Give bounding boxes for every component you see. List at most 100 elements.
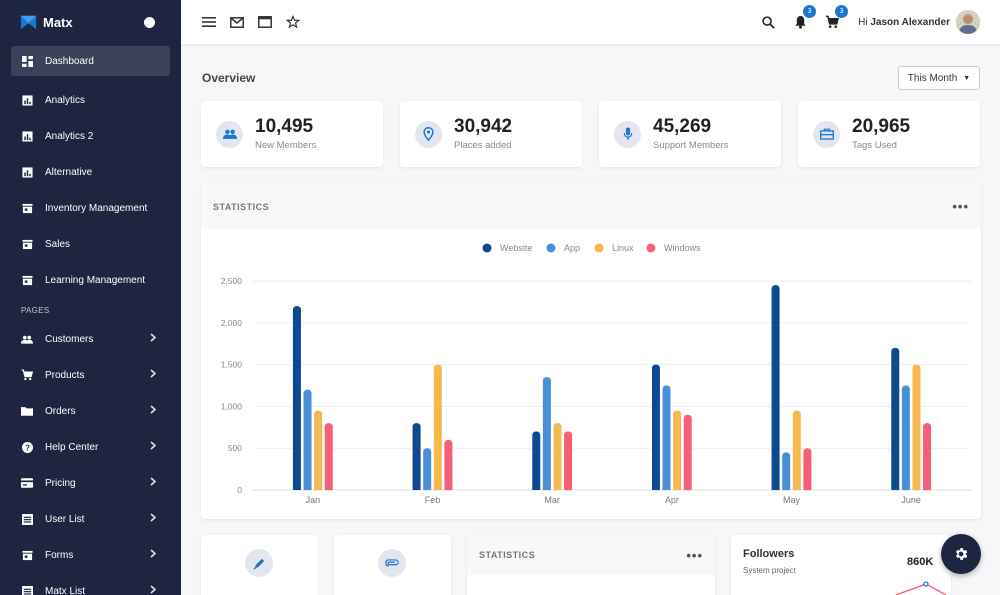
bar xyxy=(673,410,682,490)
settings-fab[interactable] xyxy=(941,534,981,574)
bar xyxy=(292,306,301,490)
sidebar-item-user-list[interactable]: User List xyxy=(11,501,170,537)
legend-marker xyxy=(546,243,556,253)
pen-icon xyxy=(245,549,273,577)
sidebar-item-inventory-management[interactable]: Inventory Management xyxy=(11,190,170,226)
sidebar-item-label: Analytics 2 xyxy=(45,130,94,142)
bar xyxy=(771,285,780,490)
store-icon xyxy=(21,238,33,250)
chevron-right-icon xyxy=(150,477,157,489)
statistics-card-2: STATISTICS ••• xyxy=(467,535,715,595)
bar-base xyxy=(782,486,791,490)
bar-base xyxy=(912,486,921,490)
sidebar-item-label: Orders xyxy=(45,405,76,417)
sidebar-item-label: Customers xyxy=(45,333,94,345)
bar xyxy=(912,364,921,490)
bar-base xyxy=(324,486,333,490)
bar xyxy=(803,448,812,490)
mail-icon[interactable] xyxy=(229,14,245,30)
bar-base xyxy=(444,486,453,490)
chevron-right-icon xyxy=(150,405,157,417)
sidebar-item-analytics-2[interactable]: Analytics 2 xyxy=(11,118,170,154)
sidebar-item-forms[interactable]: Forms xyxy=(11,537,170,573)
bar xyxy=(923,423,932,490)
chart-card-title: STATISTICS xyxy=(213,201,270,212)
chevron-right-icon xyxy=(150,585,157,595)
bar-base xyxy=(803,486,812,490)
bar xyxy=(683,414,692,490)
sidebar-item-pricing[interactable]: Pricing xyxy=(11,465,170,501)
more-options-icon[interactable]: ••• xyxy=(686,547,703,563)
bar xyxy=(901,385,910,490)
sidebar-item-matx-list[interactable]: Matx List xyxy=(11,573,170,595)
bar-base xyxy=(651,486,660,490)
sidebar-item-learning-management[interactable]: Learning Management xyxy=(11,262,170,298)
bar xyxy=(651,364,660,490)
bar xyxy=(433,364,442,490)
window-icon[interactable] xyxy=(257,14,273,30)
star-icon[interactable] xyxy=(285,14,301,30)
analytics-icon xyxy=(21,130,33,142)
bell-icon xyxy=(794,15,806,29)
bar-chart: Website App Linux Windows 0 500 1,000 1,500 2,00… xyxy=(221,243,971,505)
sidebar-item-dashboard[interactable]: Dashboard xyxy=(11,46,170,76)
sidebar-section-label: PAGES xyxy=(21,306,50,315)
stat-card-places-added: 30,942 Places added xyxy=(400,101,582,167)
sidebar-item-customers[interactable]: Customers xyxy=(11,321,170,357)
tag-icon xyxy=(813,120,840,148)
brand: Matx xyxy=(0,0,181,44)
sidebar-item-alternative[interactable]: Alternative xyxy=(11,154,170,190)
sidebar-item-label: Products xyxy=(45,369,85,381)
mic-icon xyxy=(614,120,641,148)
followers-card: Followers System project 860K xyxy=(731,535,951,595)
sidebar-item-sales[interactable]: Sales xyxy=(11,226,170,262)
period-select[interactable]: This Month ▼ xyxy=(898,66,980,90)
legend-label: Linux xyxy=(612,243,634,253)
location-icon xyxy=(415,120,442,148)
y-tick-label: 1,000 xyxy=(221,401,243,411)
x-tick-label: Feb xyxy=(425,495,441,505)
legend-marker xyxy=(646,243,656,253)
search-icon[interactable] xyxy=(760,14,776,30)
sidebar-item-analytics[interactable]: Analytics xyxy=(11,82,170,118)
pricing-icon xyxy=(21,477,33,489)
bar-base xyxy=(412,486,421,490)
x-tick-label: Jan xyxy=(306,495,321,505)
menu-icon[interactable] xyxy=(201,14,217,30)
followers-value: 860K xyxy=(907,556,934,568)
x-tick-label: Mar xyxy=(544,495,560,505)
brand-name: Matx xyxy=(43,14,73,30)
stat-value: 10,495 xyxy=(255,116,314,138)
legend-marker xyxy=(482,243,492,253)
topbar: 3 3 Hi Jason Alexander xyxy=(181,0,1000,44)
sidebar-item-orders[interactable]: Orders xyxy=(11,393,170,429)
more-options-icon[interactable]: ••• xyxy=(952,199,969,214)
stat-label: Places added xyxy=(454,139,512,151)
bar-base xyxy=(771,486,780,490)
analytics-icon xyxy=(21,94,33,106)
bar-base xyxy=(901,486,910,490)
bar-base xyxy=(423,486,432,490)
sidebar-item-help-center[interactable]: ? Help Center xyxy=(11,429,170,465)
notifications-badge: 3 xyxy=(803,5,817,18)
bar xyxy=(532,431,541,490)
legend-marker xyxy=(594,243,604,253)
x-tick-label: Apr xyxy=(665,495,679,505)
avatar[interactable] xyxy=(956,10,980,34)
bar xyxy=(412,423,421,490)
analytics-icon xyxy=(21,166,33,178)
cart-icon xyxy=(21,369,33,381)
notifications-button[interactable]: 3 xyxy=(792,5,817,30)
bar-base xyxy=(662,486,671,490)
statistics-card-2-header: STATISTICS ••• xyxy=(467,535,715,575)
period-select-label: This Month xyxy=(907,72,958,84)
bar-base xyxy=(433,486,442,490)
sidebar-item-products[interactable]: Products xyxy=(11,357,170,393)
caret-down-icon: ▼ xyxy=(963,74,971,82)
sidebar-item-label: Learning Management xyxy=(45,274,146,286)
cart-button[interactable]: 3 xyxy=(824,5,849,30)
sidebar-toggle-dot[interactable] xyxy=(144,16,155,28)
stat-label: New Members xyxy=(255,139,317,151)
help-icon: ? xyxy=(21,441,33,453)
bar xyxy=(564,431,573,490)
